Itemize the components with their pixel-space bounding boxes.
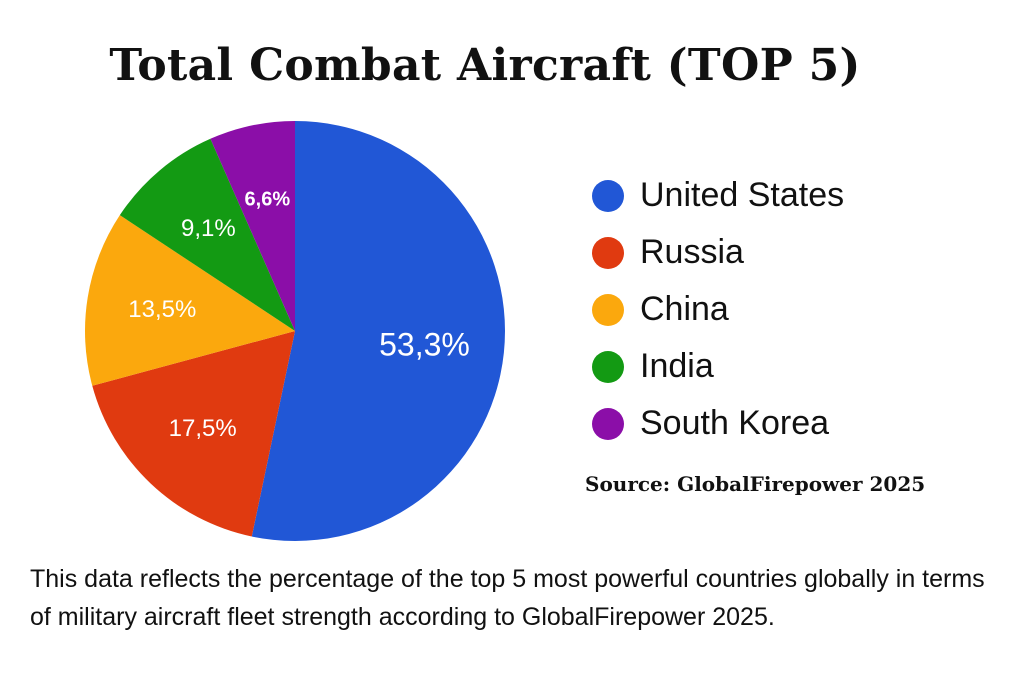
- legend-item-india: India: [592, 338, 844, 395]
- chart-title: Total Combat Aircraft (TOP 5): [109, 40, 861, 91]
- data-label-south-korea: 6,6%: [245, 188, 291, 210]
- legend: United States Russia China India South Korea: [592, 167, 844, 452]
- legend-label: India: [640, 347, 714, 385]
- legend-swatch: [592, 407, 624, 440]
- pie-slice-india: [119, 138, 295, 331]
- legend-label: South Korea: [640, 404, 830, 442]
- pie-slice-russia: [92, 331, 295, 537]
- legend-swatch: [592, 350, 624, 383]
- data-label-china: 13,5%: [128, 296, 196, 323]
- legend-swatch: [592, 179, 624, 212]
- legend-item-china: China: [592, 281, 844, 338]
- data-label-united-states: 53,3%: [379, 326, 470, 362]
- legend-item-south-korea: South Korea: [592, 395, 844, 452]
- legend-label: China: [640, 290, 729, 328]
- pie-slice-china: [85, 215, 296, 386]
- data-label-russia: 17,5%: [169, 415, 237, 442]
- source-note: Source: GlobalFirepower 2025: [585, 472, 926, 496]
- legend-item-russia: Russia: [592, 224, 844, 281]
- legend-label: United States: [640, 176, 845, 214]
- legend-swatch: [592, 236, 624, 269]
- pie-slice-united-states: [251, 121, 505, 541]
- caption: This data reflects the percentage of the…: [30, 565, 985, 631]
- legend-item-united-states: United States: [592, 167, 844, 224]
- data-label-india: 9,1%: [181, 215, 236, 242]
- pie-slice-south-korea: [210, 121, 295, 331]
- legend-swatch: [592, 293, 624, 326]
- legend-label: Russia: [640, 233, 744, 271]
